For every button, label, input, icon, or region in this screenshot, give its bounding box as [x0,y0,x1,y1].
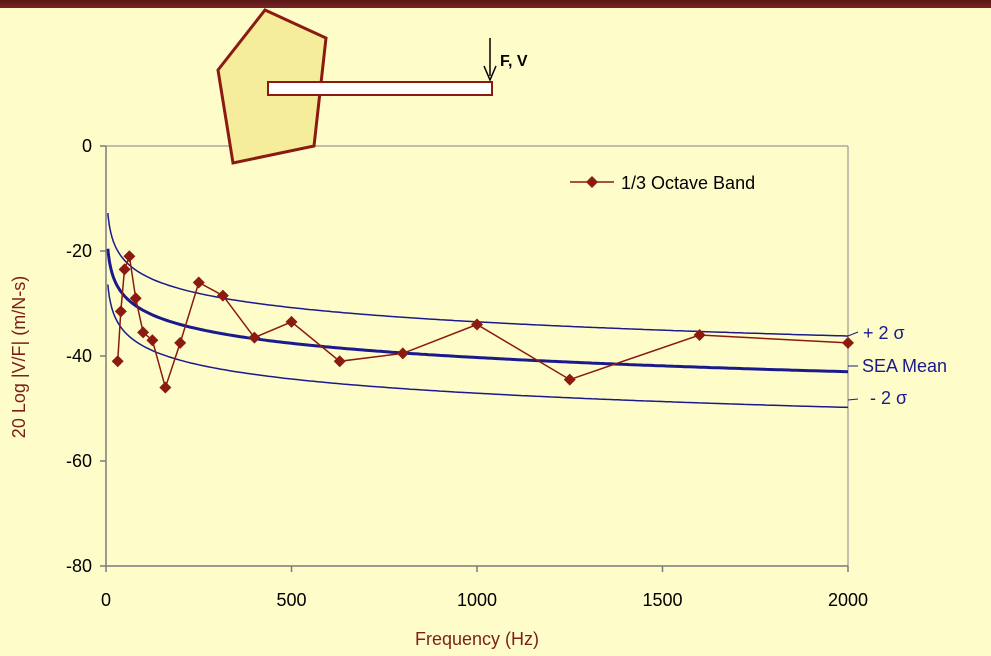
title-bar-strip [0,0,991,8]
data-point-marker [216,289,229,302]
data-point-marker [111,355,124,368]
x-tick-label: 2000 [828,590,868,610]
data-point-marker [192,276,205,289]
data-point-marker [118,263,131,276]
data-point-marker [333,355,346,368]
data-point-marker [123,250,136,263]
y-axis-title: 20 Log |V/F| (m/N-s) [9,276,29,438]
force-velocity-label: F, V [500,53,528,70]
legend-label: 1/3 Octave Band [621,173,755,193]
y-tick-label: -60 [66,451,92,471]
y-tick-label: -40 [66,346,92,366]
force-arrow-head [483,65,497,82]
data-point-marker [114,305,127,318]
lower-label-leader [847,398,859,401]
y-tick-label: -80 [66,556,92,576]
cantilever-beam [267,81,493,96]
data-point-marker [248,331,261,344]
x-tick-label: 500 [276,590,306,610]
data-point-marker [159,381,172,394]
y-tick-label: -20 [66,241,92,261]
data-point-marker [285,315,298,328]
y-tick-label: 0 [82,136,92,156]
axis-ticks: 0 500 1000 1500 2000 0 -20 -40 -60 -80 [66,136,868,610]
legend: 1/3 Octave Band [570,173,755,193]
x-tick-label: 1000 [457,590,497,610]
x-tick-label: 1500 [642,590,682,610]
data-point-marker [174,336,187,349]
data-point-marker [137,326,150,339]
x-tick-label: 0 [101,590,111,610]
plate-beam-diagram: F, V [216,8,528,165]
measured-series [111,250,854,394]
lower-bound-curve [107,284,849,409]
data-point-marker [693,329,706,341]
upper-bound-curve [107,213,849,337]
legend-diamond-marker [586,176,598,188]
upper-label-leader [847,331,859,337]
upper-bound-label: + 2 σ [863,323,905,343]
data-point-marker [129,292,142,305]
reference-curves [106,213,849,409]
data-point-marker [396,347,409,360]
data-point-marker [563,373,576,386]
data-point-marker [842,336,854,349]
data-point-marker [146,334,159,347]
sea-mean-curve [106,248,849,374]
x-axis-title: Frequency (Hz) [415,629,539,649]
mean-label: SEA Mean [862,356,947,376]
lower-bound-label: - 2 σ [870,388,907,408]
data-point-marker [471,318,483,331]
